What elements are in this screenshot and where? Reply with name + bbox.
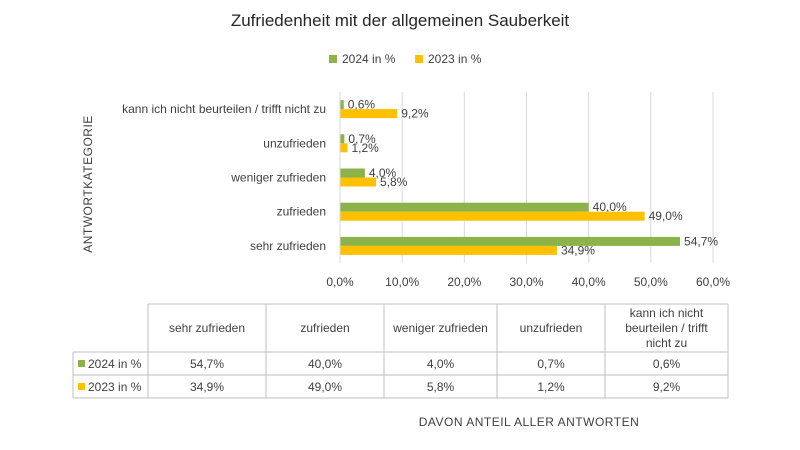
data-table: sehr zufrieden zufrieden weniger zufrieden…: [72, 303, 729, 399]
data-label: 40,0%: [593, 200, 627, 214]
bar-2023: [340, 143, 348, 153]
table-cell: 34,9%: [190, 380, 224, 394]
x-tick-label: 10,0%: [385, 275, 419, 289]
data-label: 9,2%: [401, 107, 429, 121]
table-header-line: sehr zufrieden: [169, 321, 245, 335]
legend-label-1: 2024 in %: [342, 52, 396, 66]
data-label: 49,0%: [649, 209, 683, 223]
data-label: 4,0%: [369, 166, 397, 180]
legend-swatch-1: [329, 55, 337, 63]
data-label: 5,8%: [380, 175, 408, 189]
x-tick-label: 60,0%: [696, 275, 730, 289]
table-header-line: zufrieden: [300, 321, 349, 335]
table-cell: 0,6%: [653, 357, 681, 371]
table-cell: 49,0%: [308, 380, 342, 394]
table-legend-swatch: [78, 360, 85, 367]
x-tick-label: 50,0%: [634, 275, 668, 289]
table-cell: 54,7%: [190, 357, 224, 371]
table-cell: 40,0%: [308, 357, 342, 371]
x-tick-label: 0,0%: [326, 275, 354, 289]
x-tick-label: 40,0%: [572, 275, 606, 289]
legend-swatch-2: [415, 55, 423, 63]
table-header-line: weniger zufrieden: [392, 321, 488, 335]
table-row-label: 2024 in %: [88, 357, 142, 371]
table-header-cell: kann ich nicht beurteilen / trifft nicht z…: [625, 306, 708, 350]
bar-2023: [340, 211, 645, 221]
table-cell: 9,2%: [653, 380, 681, 394]
table-header-line: nicht zu: [646, 336, 687, 350]
table-cell: 4,0%: [427, 357, 455, 371]
table-header-line: kann ich nicht: [630, 306, 704, 320]
bar-2024: [340, 100, 344, 110]
chart-title: Zufriedenheit mit der allgemeinen Sauber…: [231, 11, 570, 30]
x-axis-title: DAVON ANTEIL ALLER ANTWORTEN: [419, 415, 640, 429]
y-axis-title: ANTWORTKATEGORIE: [81, 115, 95, 253]
table-header-cell: sehr zufrieden: [169, 321, 245, 335]
data-label: 0,6%: [348, 98, 376, 112]
bar-2023: [340, 109, 398, 119]
table-legend-swatch: [78, 383, 85, 390]
table-header-cell: weniger zufrieden: [392, 321, 488, 335]
bar-2024: [340, 202, 589, 212]
data-label: 54,7%: [684, 234, 718, 248]
bar-2023: [340, 245, 557, 255]
bar-2024: [340, 236, 681, 246]
table-header-cell: unzufrieden: [520, 321, 583, 335]
bar-2024: [340, 134, 345, 144]
y-category-label: sehr zufrieden: [250, 239, 326, 253]
bar-2024: [340, 168, 365, 178]
y-category-label: weniger zufrieden: [230, 171, 326, 185]
table-header-line: unzufrieden: [520, 321, 583, 335]
y-category-label: kann ich nicht beurteilen / trifft nicht…: [122, 102, 326, 116]
legend-label-2: 2023 in %: [428, 52, 482, 66]
table-header-line: beurteilen / trifft: [625, 321, 708, 335]
y-category-label: unzufrieden: [263, 136, 326, 150]
table-cell: 5,8%: [427, 380, 455, 394]
table-header-cell: zufrieden: [300, 321, 349, 335]
y-category-label: zufrieden: [277, 205, 326, 219]
table-cell: 0,7%: [537, 357, 565, 371]
x-tick-label: 20,0%: [447, 275, 481, 289]
data-label: 1,2%: [351, 141, 379, 155]
data-label: 0,7%: [348, 132, 376, 146]
table-cell: 1,2%: [537, 380, 565, 394]
x-tick-label: 30,0%: [509, 275, 543, 289]
data-label: 34,9%: [561, 243, 595, 257]
table-row-label: 2023 in %: [88, 380, 142, 394]
bar-2023: [340, 177, 377, 187]
